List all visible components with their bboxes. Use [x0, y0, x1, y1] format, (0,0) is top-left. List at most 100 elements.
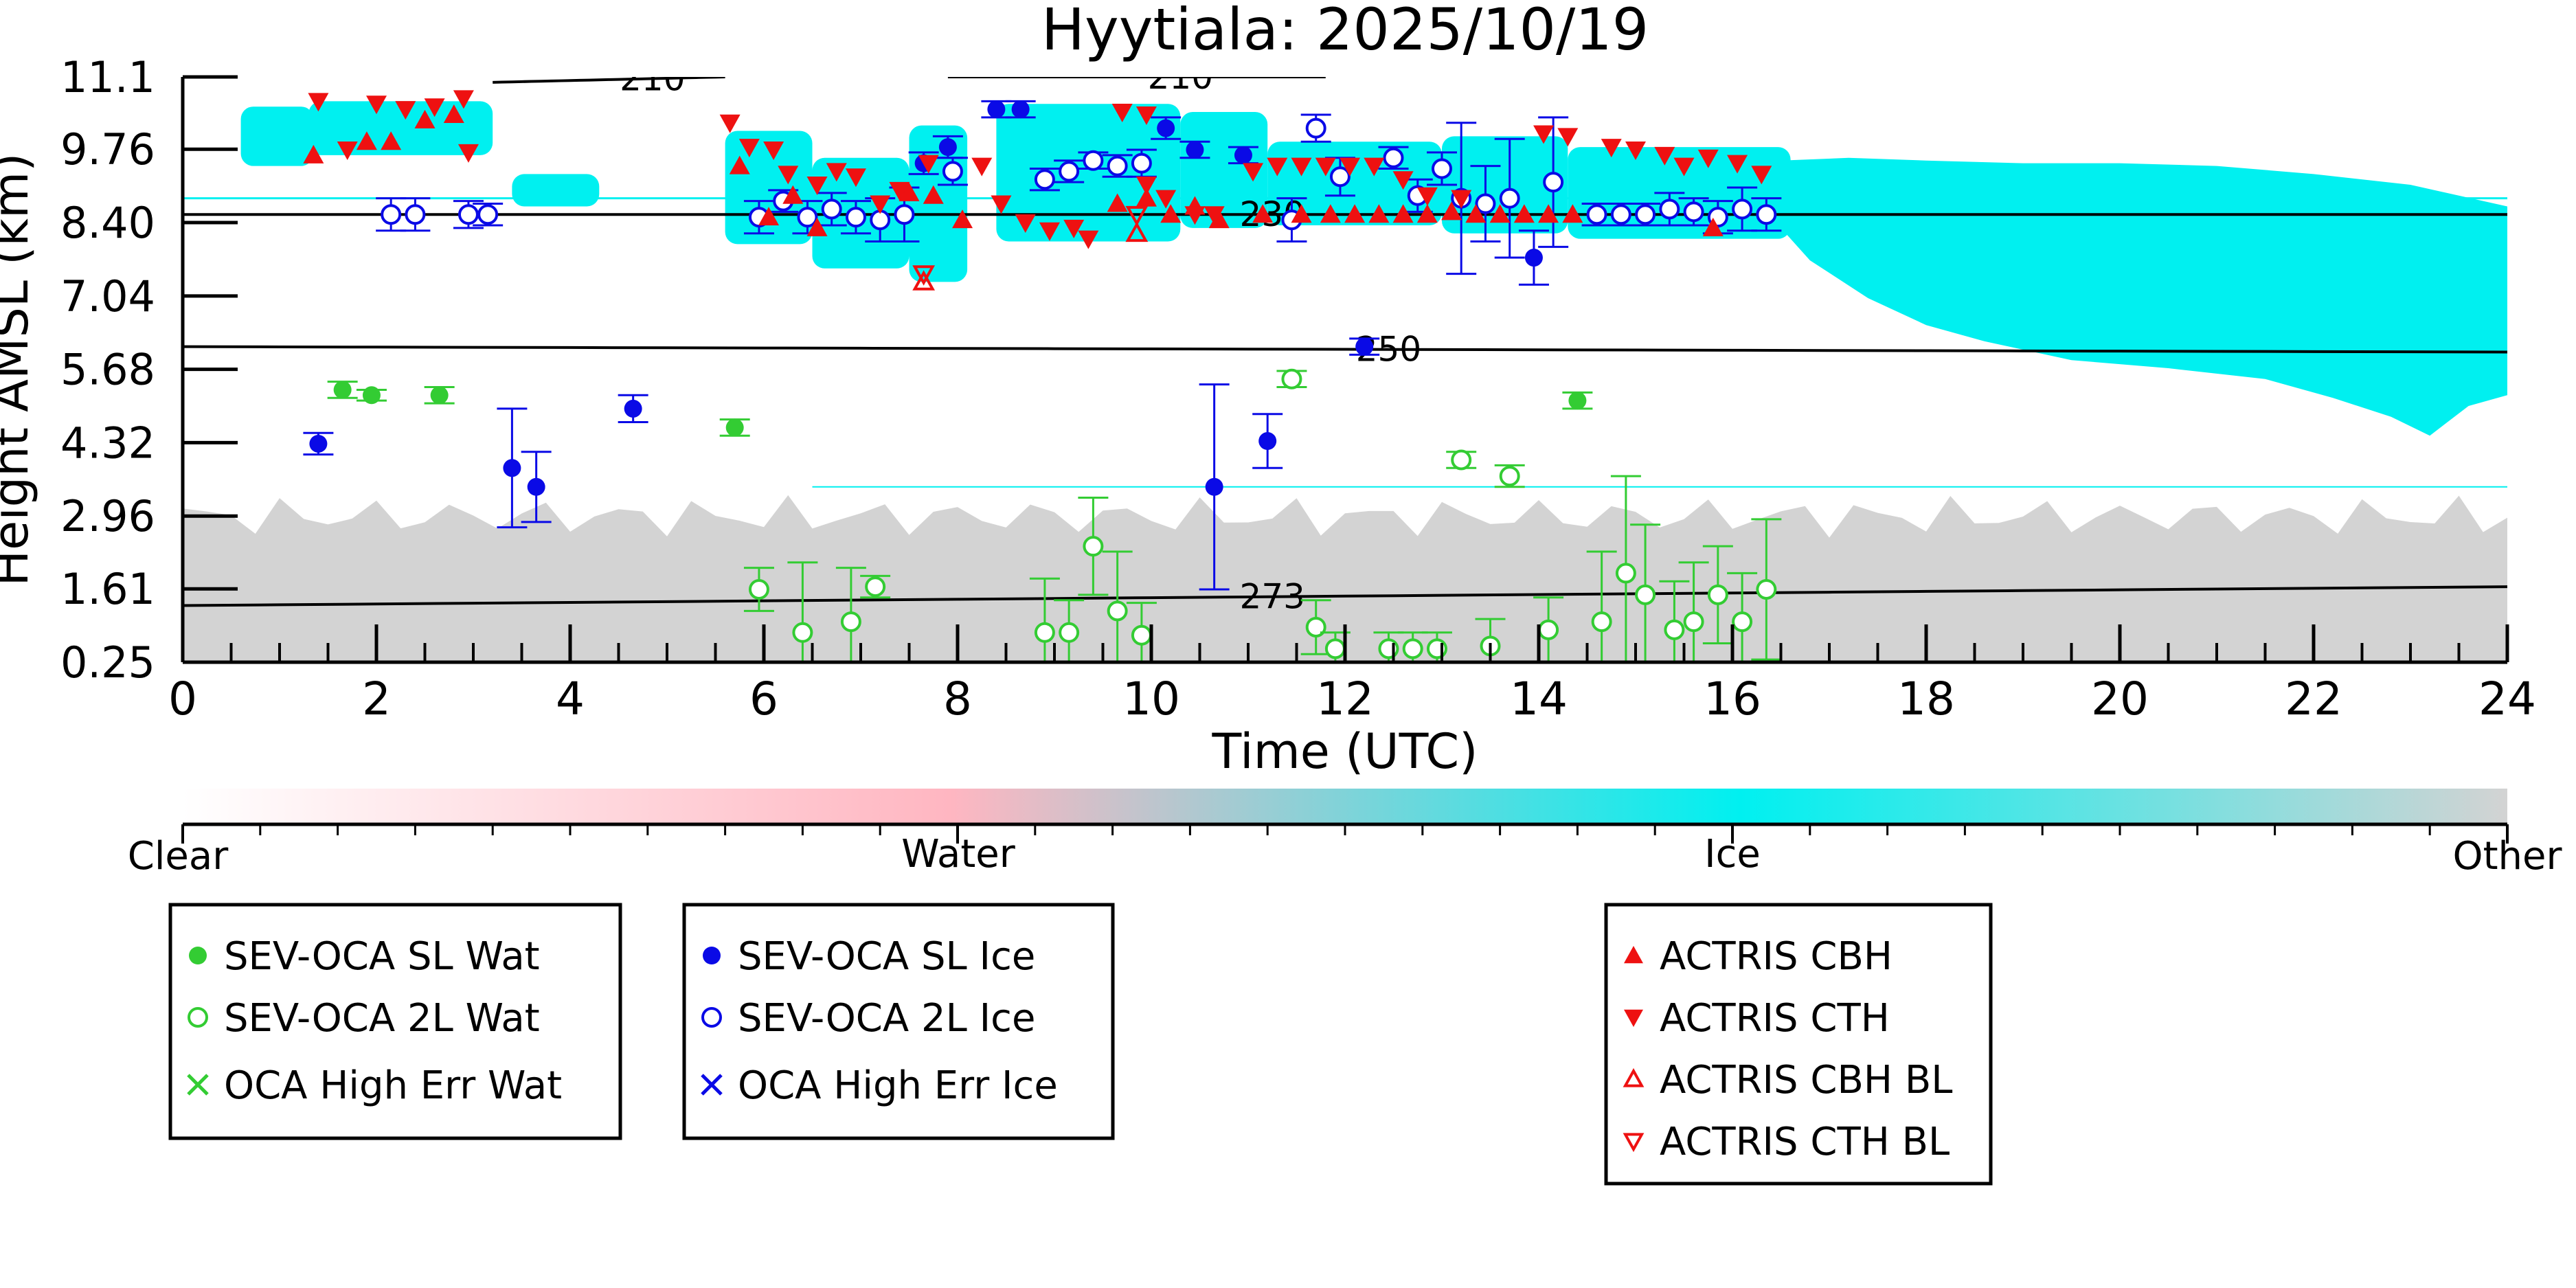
- data-point: [1125, 221, 1149, 242]
- data-point: [1441, 201, 1462, 221]
- data-point: [1635, 584, 1656, 605]
- data-point: [1756, 204, 1777, 225]
- colorbar-label-other: Other: [2452, 834, 2562, 879]
- data-point: [1683, 201, 1704, 223]
- isotherm-273-line: [183, 585, 2507, 607]
- y-tick-label: 1.61: [60, 564, 155, 614]
- x-tick-label: 14: [1510, 673, 1568, 725]
- data-point: [1727, 155, 1748, 174]
- legend-entry-label: ACTRIS CTH: [1660, 996, 1890, 1041]
- legend-entry-label: OCA High Err Ice: [738, 1063, 1058, 1108]
- data-point: [778, 166, 799, 185]
- data-point: [381, 131, 402, 150]
- data-point: [748, 578, 769, 600]
- data-point: [1267, 157, 1288, 177]
- data-point: [826, 163, 847, 182]
- data-point: [729, 155, 750, 174]
- data-point: [1063, 219, 1085, 238]
- y-tick-label: 4.32: [60, 418, 155, 468]
- data-point: [308, 93, 329, 112]
- y-tick-label: 7.04: [60, 271, 155, 321]
- data-point: [1034, 622, 1055, 643]
- data-point: [782, 185, 804, 204]
- data-point: [987, 100, 1006, 119]
- y-tick-label: 8.40: [60, 198, 155, 248]
- y-tick-label: 0.25: [60, 637, 155, 688]
- x-tick-label: 20: [2091, 673, 2149, 725]
- data-point: [405, 204, 426, 225]
- data-point: [1659, 199, 1680, 220]
- legend-entry-label: SEV-OCA 2L Wat: [224, 996, 540, 1041]
- data-point: [899, 182, 920, 201]
- data-point: [1625, 142, 1646, 161]
- x-axis-label: Time (UTC): [1212, 723, 1478, 780]
- data-point: [1136, 106, 1157, 125]
- data-point: [1664, 619, 1685, 640]
- data-point: [362, 386, 381, 405]
- legend-frame: [1604, 903, 1993, 1186]
- data-point: [1125, 205, 1149, 227]
- data-point: [1601, 139, 1622, 158]
- data-point: [971, 157, 993, 177]
- data-point: [381, 204, 402, 225]
- legend-entry-label: ACTRIS CBH BL: [1660, 1058, 1952, 1103]
- data-point: [443, 104, 464, 123]
- legend-box-1: SEV-OCA SL Wat SEV-OCA 2L Wat OCA High Err…: [168, 903, 622, 1140]
- data-point: [303, 144, 324, 163]
- data-point: [1378, 638, 1399, 659]
- data-point: [1586, 204, 1607, 225]
- data-point: [821, 199, 842, 220]
- data-point: [1107, 600, 1128, 622]
- legend-entry-label: SEV-OCA SL Ice: [738, 934, 1035, 979]
- series-actris-cth: [308, 90, 1772, 249]
- x-tick-label: 8: [943, 673, 972, 725]
- data-point: [1635, 204, 1656, 225]
- data-point: [1451, 190, 1472, 209]
- data-point: [1034, 169, 1055, 190]
- colorbar-label-water: Water: [901, 832, 1016, 877]
- data-point: [1591, 611, 1612, 633]
- isotherm-250-line: [183, 345, 2507, 354]
- data-point: [1610, 204, 1631, 225]
- data-point: [1324, 638, 1346, 659]
- data-point: [414, 109, 436, 128]
- legend-entry-label: ACTRIS CTH BL: [1660, 1120, 1950, 1164]
- data-point: [1136, 188, 1157, 207]
- data-point: [1160, 204, 1182, 223]
- legend-marker-icon: [701, 1074, 723, 1096]
- colorbar-label-ice: Ice: [1704, 832, 1761, 877]
- data-point: [1315, 157, 1336, 177]
- data-point: [1243, 163, 1264, 182]
- ice-patch: [240, 106, 314, 166]
- x-tick-label: 22: [2285, 673, 2342, 725]
- legend-marker-icon: [1624, 1009, 1643, 1027]
- y-axis-label: Height AMSL (km): [0, 153, 39, 587]
- x-tick-label: 0: [168, 673, 197, 725]
- legend-marker-icon: [1623, 1133, 1645, 1153]
- data-point: [912, 265, 936, 286]
- x-tick-label: 6: [749, 673, 778, 725]
- data-point: [1205, 477, 1223, 496]
- data-point: [1157, 119, 1175, 137]
- legend-marker-icon: [187, 1074, 209, 1096]
- data-point: [1383, 147, 1404, 168]
- data-point: [1078, 230, 1099, 249]
- data-point: [337, 142, 358, 161]
- data-point: [1499, 466, 1520, 487]
- data-point: [1392, 204, 1414, 223]
- data-point: [1432, 158, 1452, 179]
- data-point: [1340, 157, 1361, 177]
- data-point: [503, 459, 521, 477]
- data-point: [1291, 157, 1312, 177]
- ice-region: [1781, 157, 2507, 436]
- data-point: [952, 210, 973, 229]
- x-tick-label: 12: [1316, 673, 1374, 725]
- data-point: [356, 131, 377, 150]
- data-point: [1673, 157, 1695, 177]
- data-point: [792, 622, 813, 643]
- isotherm-label: 210: [1148, 57, 1213, 97]
- data-point: [1475, 193, 1496, 214]
- data-point: [1683, 611, 1704, 633]
